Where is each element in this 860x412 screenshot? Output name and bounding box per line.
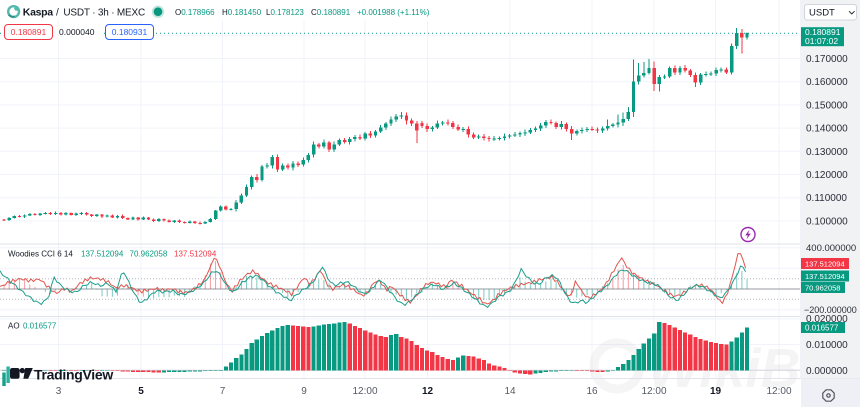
svg-text:USDT · 3h · MEXC: USDT · 3h · MEXC — [63, 7, 145, 18]
svg-text:3: 3 — [56, 386, 62, 397]
svg-text:19: 19 — [710, 386, 722, 397]
svg-text:70.962058: 70.962058 — [130, 250, 168, 259]
svg-text:12:00: 12:00 — [352, 386, 377, 397]
svg-text:/: / — [56, 7, 59, 18]
svg-text:0.180891: 0.180891 — [805, 27, 841, 37]
svg-text:0.016577: 0.016577 — [23, 322, 57, 331]
svg-text:AO: AO — [8, 322, 20, 331]
svg-text:01:07:02: 01:07:02 — [805, 36, 838, 46]
svg-text:0.140000: 0.140000 — [806, 124, 848, 135]
svg-text:H0.181450: H0.181450 — [222, 8, 262, 17]
svg-text:137.512094: 137.512094 — [805, 260, 845, 269]
svg-text:137.512094: 137.512094 — [805, 272, 845, 281]
svg-text:USDT: USDT — [809, 8, 835, 19]
svg-text:+0.001988 (+1.11%): +0.001988 (+1.11%) — [357, 8, 430, 17]
svg-text:70.962058: 70.962058 — [805, 284, 840, 293]
svg-text:0.000000: 0.000000 — [806, 366, 848, 377]
svg-text:12:00: 12:00 — [641, 386, 666, 397]
svg-text:0.020000: 0.020000 — [806, 314, 848, 325]
svg-text:0.180891: 0.180891 — [11, 27, 47, 37]
svg-text:137.512094: 137.512094 — [174, 250, 217, 259]
svg-text:0.100000: 0.100000 — [806, 216, 848, 227]
svg-text:0.170000: 0.170000 — [806, 54, 848, 65]
svg-text:12:00: 12:00 — [766, 386, 791, 397]
svg-text:16: 16 — [586, 386, 598, 397]
svg-text:0.010000: 0.010000 — [806, 340, 848, 351]
svg-text:9: 9 — [301, 386, 307, 397]
svg-text:400.000000: 400.000000 — [806, 243, 856, 254]
svg-text:TradingView: TradingView — [34, 366, 113, 382]
svg-text:0.160000: 0.160000 — [806, 77, 848, 88]
svg-text:0.130000: 0.130000 — [806, 147, 848, 158]
svg-text:0.110000: 0.110000 — [806, 193, 847, 204]
svg-text:12: 12 — [422, 386, 434, 397]
svg-text:O0.178966: O0.178966 — [175, 8, 215, 17]
svg-text:0.180931: 0.180931 — [112, 27, 148, 37]
svg-text:Woodies CCI 6 14: Woodies CCI 6 14 — [8, 250, 73, 259]
svg-text:L0.178123: L0.178123 — [266, 8, 304, 17]
svg-text:0.016577: 0.016577 — [805, 324, 839, 333]
svg-text:C0.180891: C0.180891 — [311, 8, 351, 17]
svg-text:0.150000: 0.150000 — [806, 100, 848, 111]
svg-text:−200.000000: −200.000000 — [804, 305, 857, 315]
svg-text:0.000040: 0.000040 — [59, 27, 95, 37]
svg-text:5: 5 — [138, 386, 144, 397]
svg-text:137.512094: 137.512094 — [81, 250, 124, 259]
svg-text:7: 7 — [220, 386, 226, 397]
svg-text:Kaspa: Kaspa — [23, 6, 53, 18]
svg-text:0.120000: 0.120000 — [806, 170, 848, 181]
svg-text:14: 14 — [504, 386, 516, 397]
